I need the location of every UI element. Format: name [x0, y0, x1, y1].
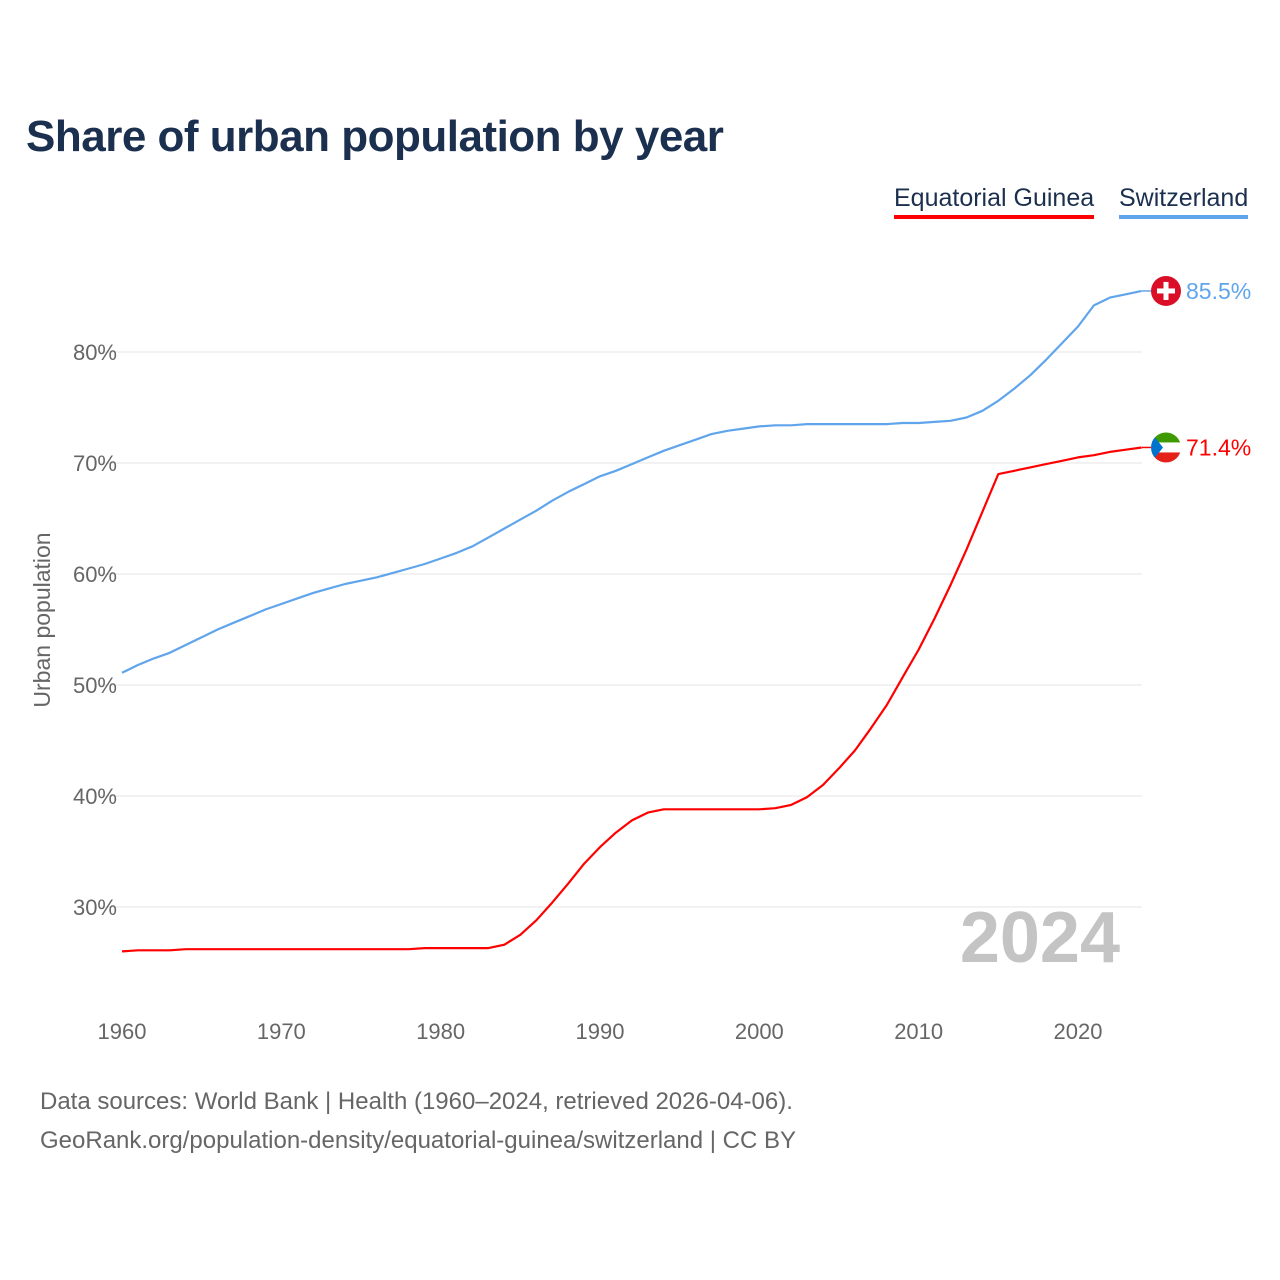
- year-watermark: 2024: [960, 898, 1120, 978]
- y-axis-label: Urban population: [29, 532, 55, 707]
- x-tick-label: 1980: [416, 1019, 465, 1044]
- end-value-label: 71.4%: [1186, 434, 1251, 460]
- x-tick-label: 1960: [98, 1019, 147, 1044]
- equatorial-guinea-flag-icon: [1151, 432, 1181, 463]
- chart-title: Share of urban population by year: [26, 112, 724, 161]
- x-tick-label: 1990: [576, 1019, 625, 1044]
- y-tick-label: 70%: [73, 451, 117, 476]
- x-tick-label: 1970: [257, 1019, 306, 1044]
- y-tick-label: 80%: [73, 340, 117, 365]
- end-value-label: 85.5%: [1186, 278, 1251, 304]
- y-tick-label: 40%: [73, 784, 117, 809]
- y-tick-label: 30%: [73, 895, 117, 920]
- x-tick-label: 2000: [735, 1019, 784, 1044]
- y-tick-label: 60%: [73, 562, 117, 587]
- series-line-switzerland: [121, 289, 1142, 674]
- series-line-equatorial-guinea: [121, 446, 1142, 953]
- flag-cross: [1157, 288, 1175, 294]
- x-tick-label: 2010: [894, 1019, 943, 1044]
- y-tick-label: 50%: [73, 673, 117, 698]
- footer-sources: Data sources: World Bank | Health (1960–…: [40, 1088, 793, 1115]
- legend-switzerland[interactable]: Switzerland: [1119, 184, 1249, 219]
- legend-equatorial-guinea[interactable]: Equatorial Guinea: [894, 184, 1095, 219]
- footer-link[interactable]: GeoRank.org/population-density/equatoria…: [40, 1127, 796, 1154]
- x-tick-label: 2020: [1054, 1019, 1103, 1044]
